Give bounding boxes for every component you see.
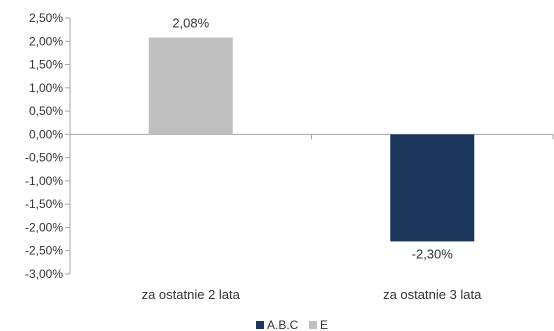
- y-tick-label: 1,00%: [29, 81, 63, 95]
- legend-swatch-e: [309, 321, 317, 329]
- y-axis: 2,50% 2,00% 1,50% 1,00% 0,50% 0,00% -0,50% -1,0…: [25, 11, 71, 281]
- bar-abc: [390, 134, 475, 242]
- y-tick-label: -2,00%: [25, 220, 63, 234]
- data-labels: 2,08% -2,30%: [172, 16, 453, 262]
- x-axis: za ostatnie 2 lata za ostatnie 3 lata: [69, 133, 554, 302]
- legend-swatch-abc: [256, 321, 264, 329]
- legend: A.B.C E: [256, 318, 328, 331]
- legend-label-abc: A.B.C: [267, 318, 299, 331]
- bar-e: [148, 37, 233, 135]
- x-category-label: za ostatnie 2 lata: [142, 287, 241, 302]
- y-tick-label: -2,50%: [25, 244, 63, 258]
- data-label: -2,30%: [412, 246, 454, 261]
- y-tick-label: 2,50%: [29, 11, 63, 25]
- y-tick-label: 0,00%: [29, 127, 63, 141]
- y-tick-label: 0,50%: [29, 104, 63, 118]
- data-label: 2,08%: [172, 16, 209, 31]
- y-tick-label: -0,50%: [25, 151, 63, 165]
- legend-label-e: E: [320, 318, 328, 331]
- y-tick-label: -1,00%: [25, 174, 63, 188]
- y-tick-label: -1,50%: [25, 197, 63, 211]
- y-tick-label: -3,00%: [25, 267, 63, 281]
- y-tick-label: 1,50%: [29, 58, 63, 72]
- y-tick-label: 2,00%: [29, 34, 63, 48]
- x-category-label: za ostatnie 3 lata: [383, 287, 482, 302]
- bars: [148, 37, 475, 242]
